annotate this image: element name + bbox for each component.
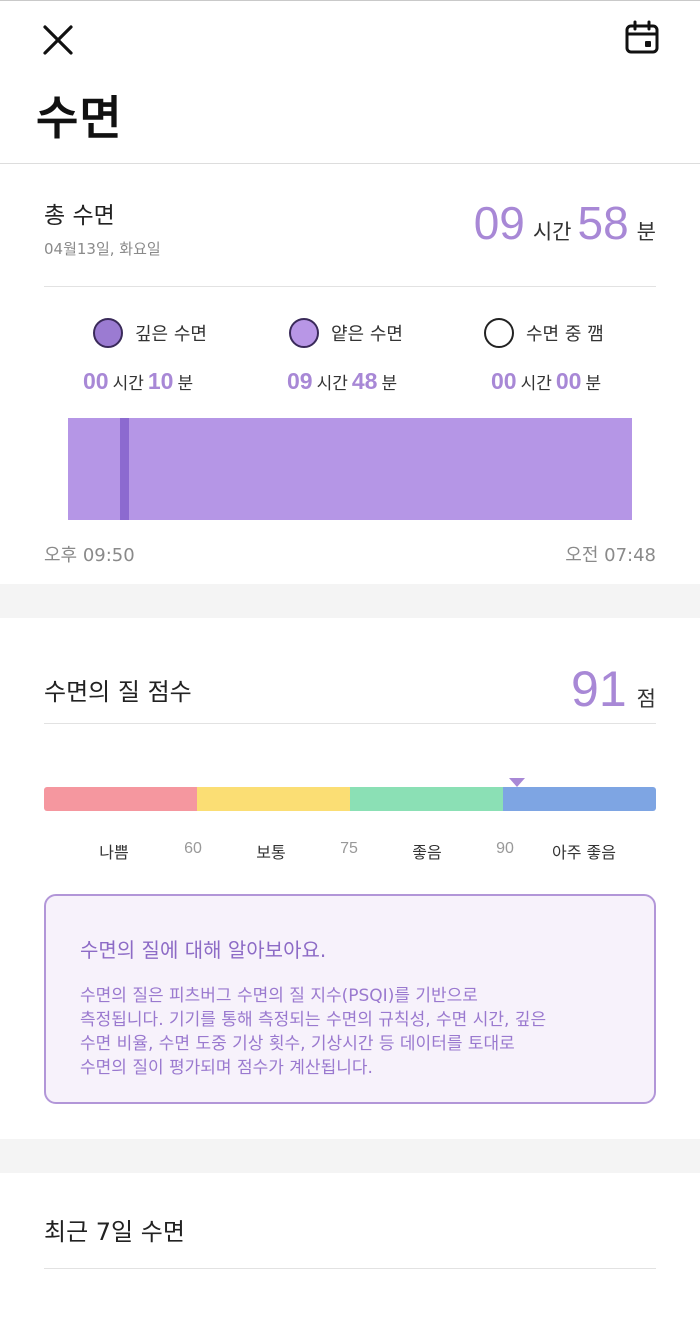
info-line: 수면의 질이 평가되며 점수가 계산됩니다. bbox=[80, 1058, 373, 1078]
total-minutes-unit: 분 bbox=[636, 220, 656, 244]
section-gap bbox=[0, 1139, 700, 1173]
scale-label-great: 아주 좋음 bbox=[552, 843, 616, 862]
sleep-start-time: 오후 09:50 bbox=[44, 545, 135, 566]
legend-label: 얕은 수면 bbox=[331, 324, 403, 345]
deep-sleep-dot bbox=[93, 318, 123, 348]
total-hours: 09 bbox=[473, 197, 525, 249]
page-title: 수면 bbox=[36, 91, 123, 145]
duration-minutes: 48 bbox=[351, 368, 378, 394]
scale-label-normal: 보통 bbox=[256, 843, 286, 862]
duration-minutes-unit: 분 bbox=[381, 374, 398, 394]
scale-segment-good bbox=[350, 787, 503, 811]
section-gap bbox=[0, 584, 700, 618]
scale-segment-bad bbox=[44, 787, 197, 811]
duration-hours: 00 bbox=[83, 368, 109, 394]
section-divider bbox=[44, 723, 656, 724]
duration-hours-unit: 시간 bbox=[112, 374, 144, 394]
total-minutes: 58 bbox=[577, 197, 629, 249]
info-title: 수면의 질에 대해 알아보아요. bbox=[80, 938, 327, 962]
sleep-stage-bar[interactable] bbox=[68, 418, 632, 520]
score-marker-icon bbox=[509, 778, 525, 787]
total-sleep-label: 총 수면 bbox=[44, 203, 115, 229]
duration-hours-unit: 시간 bbox=[520, 374, 552, 394]
light-sleep-dot bbox=[289, 318, 319, 348]
close-icon bbox=[43, 25, 73, 55]
scale-tick-60: 60 bbox=[184, 840, 202, 857]
quality-score-label: 수면의 질 점수 bbox=[44, 678, 192, 706]
header-divider bbox=[0, 163, 700, 164]
legend-label: 깊은 수면 bbox=[135, 324, 207, 345]
sleep-date: 04월13일, 화요일 bbox=[44, 240, 161, 258]
scale-tick-75: 75 bbox=[340, 840, 358, 857]
info-line: 수면의 질은 피츠버그 수면의 질 지수(PSQI)를 기반으로 bbox=[80, 986, 478, 1006]
scale-label-bad: 나쁨 bbox=[99, 843, 129, 862]
sleep-end-time: 오전 07:48 bbox=[565, 545, 656, 566]
duration-hours: 00 bbox=[491, 368, 517, 394]
quality-score-unit: 점 bbox=[636, 687, 656, 711]
calendar-icon bbox=[625, 20, 659, 54]
duration-minutes-unit: 분 bbox=[177, 374, 194, 394]
light-sleep-duration: 09 시간 48 분 bbox=[287, 368, 397, 395]
info-line: 수면 비율, 수면 도중 기상 횟수, 기상시간 등 데이터를 토대로 bbox=[80, 1034, 515, 1054]
scale-segment-normal bbox=[197, 787, 350, 811]
recent-7-days-label: 최근 7일 수면 bbox=[44, 1218, 185, 1246]
legend-awake: 수면 중 깸 bbox=[484, 318, 604, 348]
info-line: 측정됩니다. 기기를 통해 측정되는 수면의 규칙성, 수면 시간, 깊은 bbox=[80, 1010, 547, 1030]
quality-score-value: 91 bbox=[571, 661, 627, 717]
duration-minutes: 00 bbox=[555, 368, 582, 394]
quality-score: 91 점 bbox=[571, 660, 656, 718]
deep-sleep-segment bbox=[120, 418, 129, 520]
calendar-button[interactable] bbox=[622, 18, 662, 58]
total-hours-unit: 시간 bbox=[532, 220, 572, 244]
legend-light-sleep: 얕은 수면 bbox=[289, 318, 403, 348]
scale-tick-90: 90 bbox=[496, 840, 514, 857]
quality-scale-bar bbox=[44, 787, 656, 811]
legend-label: 수면 중 깸 bbox=[526, 324, 604, 345]
duration-minutes: 10 bbox=[147, 368, 174, 394]
duration-hours-unit: 시간 bbox=[316, 374, 348, 394]
deep-sleep-duration: 00 시간 10 분 bbox=[83, 368, 193, 395]
total-sleep-duration: 09 시간 58 분 bbox=[474, 196, 656, 250]
info-body: 수면의 질은 피츠버그 수면의 질 지수(PSQI)를 기반으로 측정됩니다. … bbox=[80, 984, 630, 1080]
quality-info-box: 수면의 질에 대해 알아보아요. 수면의 질은 피츠버그 수면의 질 지수(PS… bbox=[44, 894, 656, 1104]
scale-segment-great bbox=[503, 787, 656, 811]
legend-deep-sleep: 깊은 수면 bbox=[93, 318, 207, 348]
awake-dot bbox=[484, 318, 514, 348]
section-divider bbox=[44, 1268, 656, 1269]
duration-hours: 09 bbox=[287, 368, 313, 394]
status-divider bbox=[0, 0, 700, 1]
scale-label-good: 좋음 bbox=[412, 843, 442, 862]
duration-minutes-unit: 분 bbox=[585, 374, 602, 394]
close-button[interactable] bbox=[40, 22, 76, 58]
awake-duration: 00 시간 00 분 bbox=[491, 368, 601, 395]
section-divider bbox=[44, 286, 656, 287]
